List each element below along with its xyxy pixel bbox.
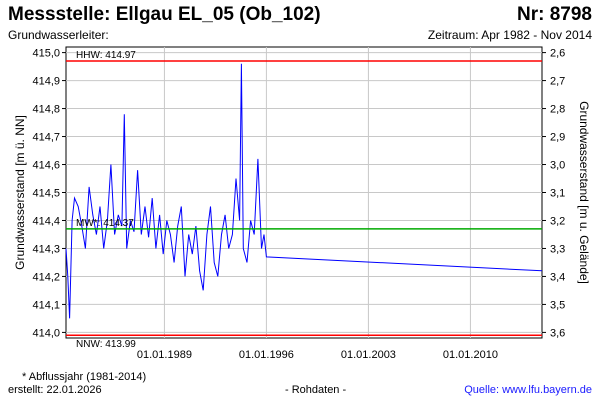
chart-title: Messstelle: Ellgau EL_05 (Ob_102) [8,4,321,25]
y-axis-title: Grundwasserstand [m ü. NN] [13,115,27,270]
y2-tick-label: 3,4 [550,271,565,283]
y-tick-label: 414,0 [32,327,60,339]
x-tick-label: 01.01.1989 [137,349,192,361]
y-tick-label: 414,1 [32,299,60,311]
x-tick-label: 01.01.1996 [239,349,294,361]
reference-line-label: HHW: 414.97 [76,50,136,61]
y2-tick-label: 2,6 [550,48,565,60]
y2-tick-label: 3,1 [550,188,565,200]
y-tick-label: 414,4 [32,215,60,227]
footnote: * Abflussjahr (1981-2014) [22,371,147,383]
x-tick-label: 01.01.2003 [341,349,396,361]
y2-axis-title: Grundwasserstand [m u. Gelände] [577,101,591,284]
reference-line-label: MW*: 414.37 [76,218,134,229]
reference-line-label: NNW: 413.99 [76,339,136,350]
y2-tick-label: 2,8 [550,104,565,116]
groundwater-level-line [65,63,543,319]
y-tick-label: 414,8 [32,104,60,116]
y2-tick-label: 3,5 [550,299,565,311]
data-type-label: - Rohdaten - [285,384,347,396]
created-date: erstellt: 22.01.2026 [8,384,102,396]
y-tick-label: 414,3 [32,243,60,255]
y-tick-label: 414,7 [32,132,60,144]
y2-tick-label: 3,3 [550,243,565,255]
y2-tick-label: 2,7 [550,76,565,88]
y2-tick-label: 3,6 [550,327,565,339]
y-tick-label: 414,2 [32,271,60,283]
y2-tick-label: 3,2 [550,215,565,227]
y-tick-label: 415,0 [32,48,60,60]
y2-tick-label: 3,0 [550,160,565,172]
y-tick-label: 414,6 [32,160,60,172]
y-tick-label: 414,9 [32,76,60,88]
x-tick-label: 01.01.2010 [443,349,498,361]
period-label: Zeitraum: Apr 1982 - Nov 2014 [427,28,592,42]
aquifer-label: Grundwasserleiter: [8,28,109,42]
y-tick-label: 414,5 [32,188,60,200]
source-link[interactable]: Quelle: www.lfu.bayern.de [464,384,592,396]
station-number: Nr: 8798 [517,4,592,25]
y2-tick-label: 2,9 [550,132,565,144]
